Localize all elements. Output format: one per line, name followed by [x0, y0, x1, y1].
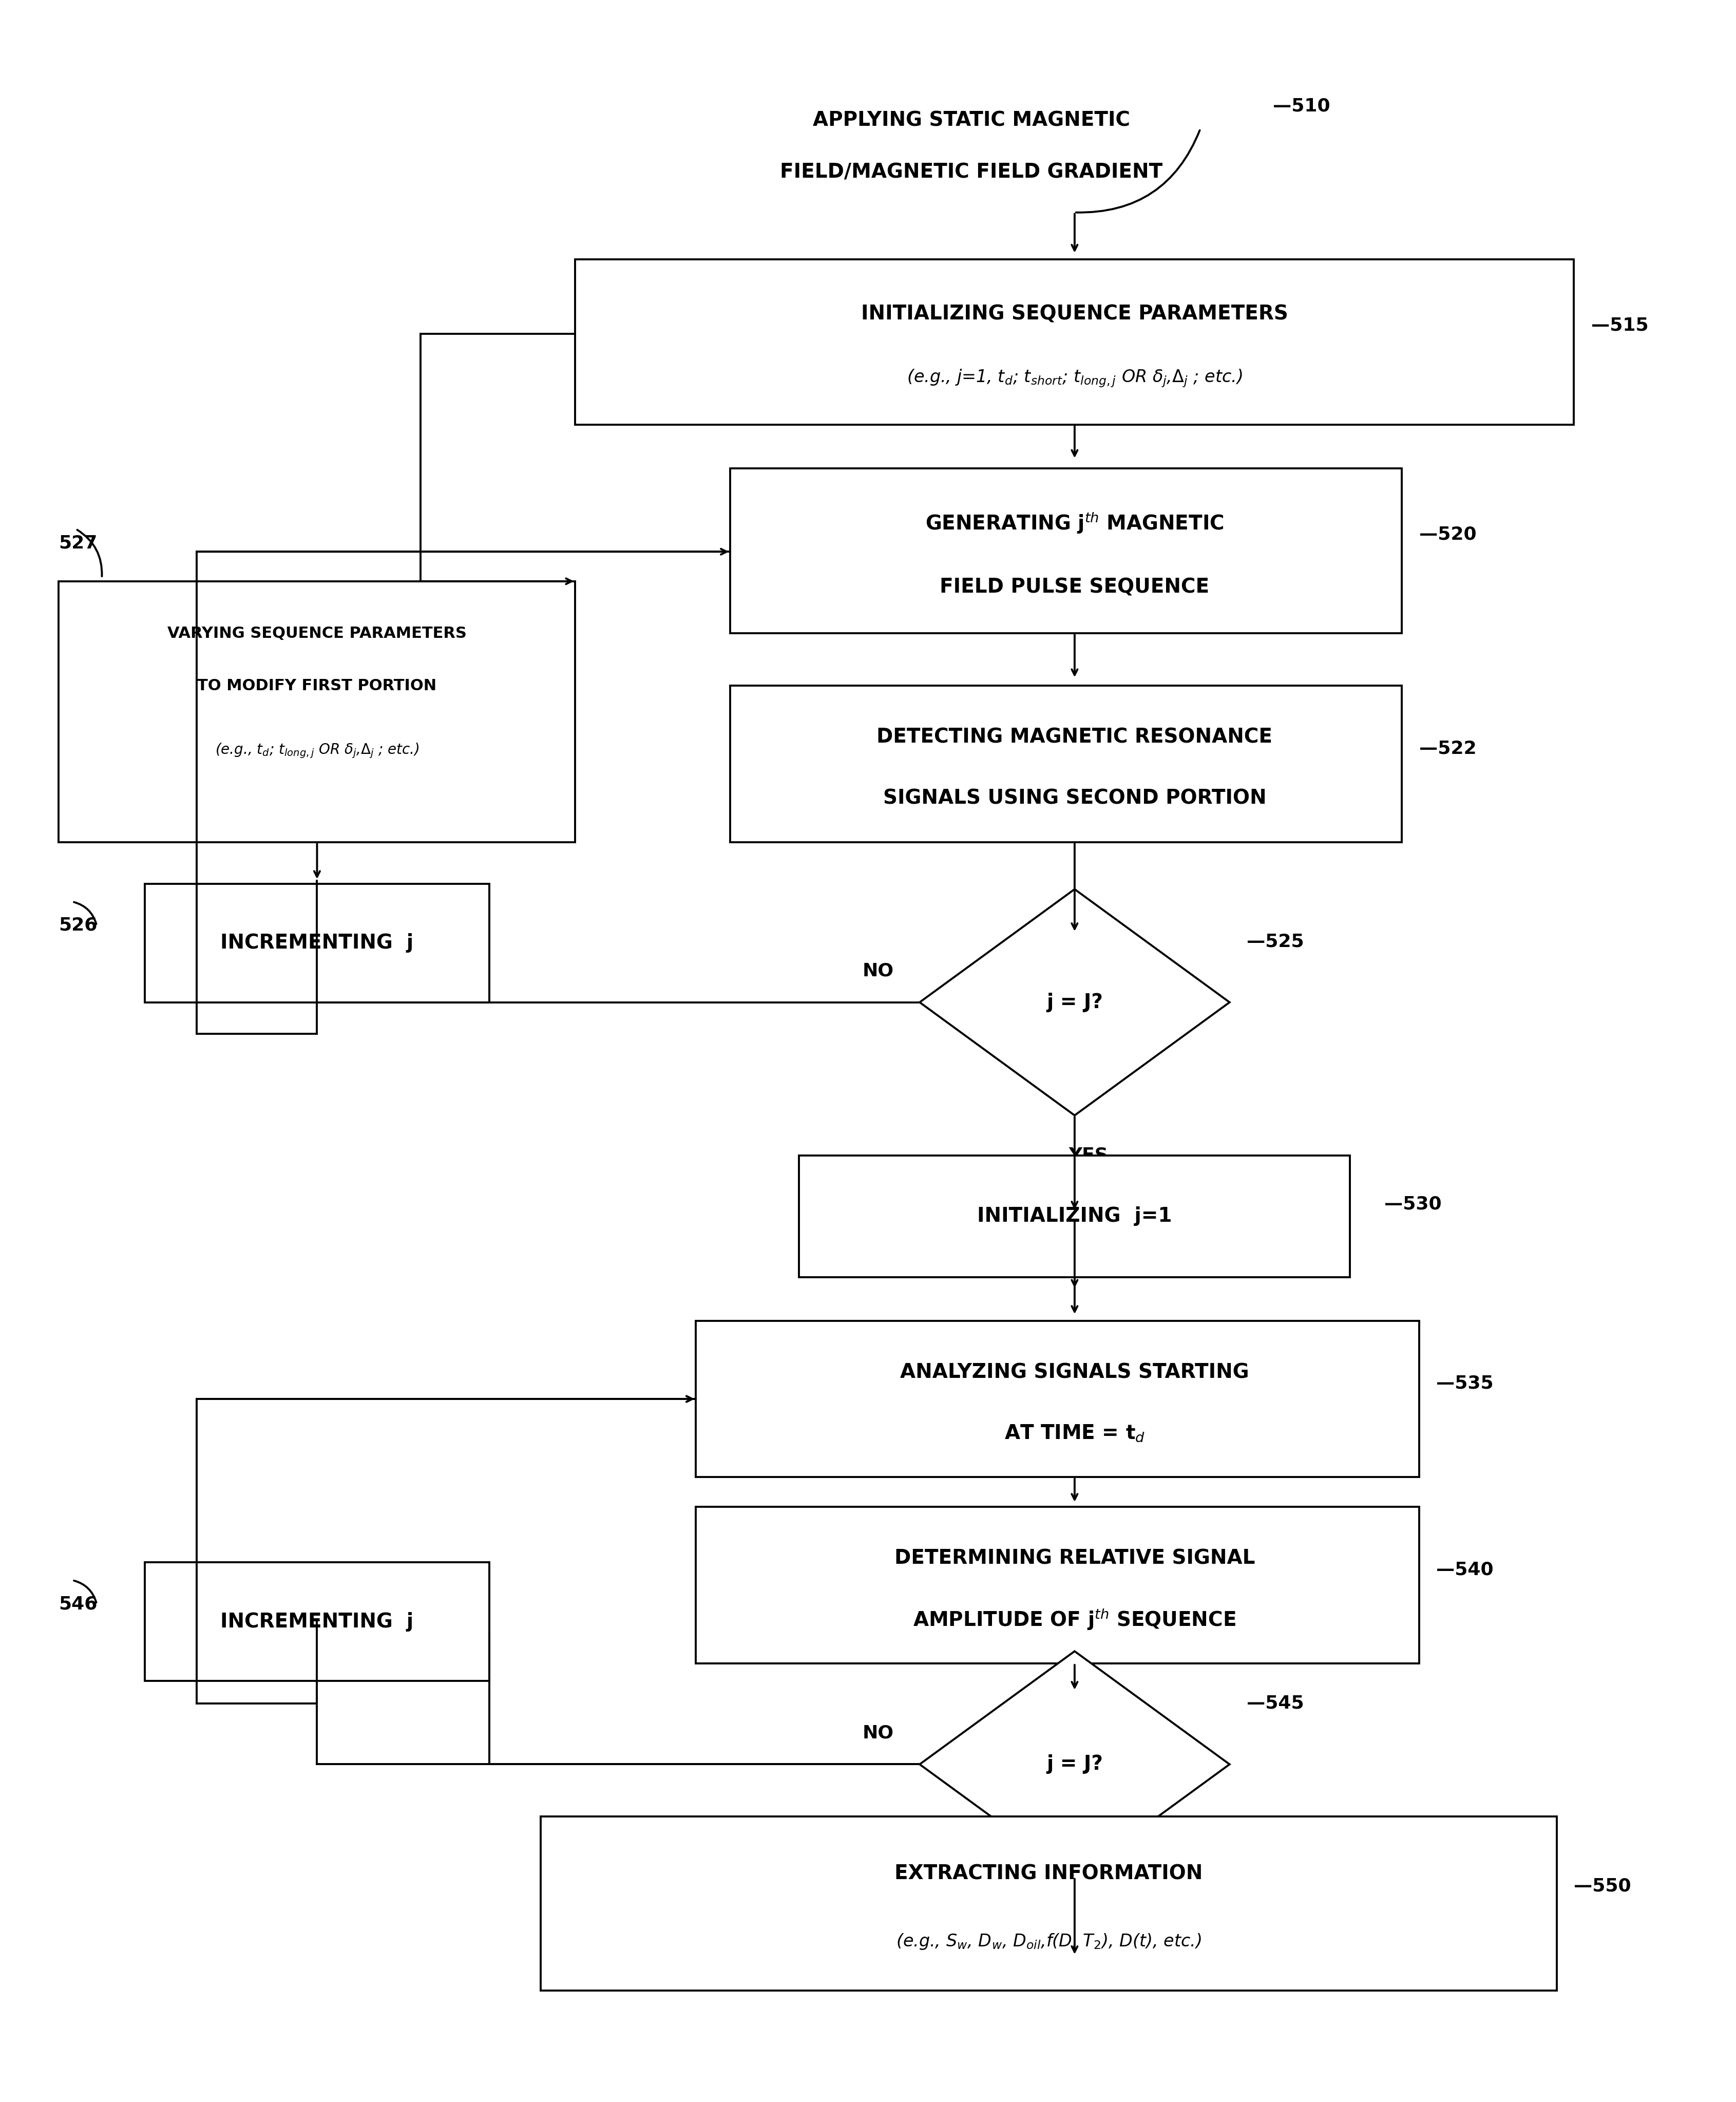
Bar: [799, 1156, 1351, 1278]
Text: (e.g., S$_w$, D$_w$, D$_{oil}$,f(D, T$_2$), D(t), etc.): (e.g., S$_w$, D$_w$, D$_{oil}$,f(D, T$_2…: [896, 1932, 1201, 1951]
Bar: [144, 1562, 490, 1682]
Text: FIELD/MAGNETIC FIELD GRADIENT: FIELD/MAGNETIC FIELD GRADIENT: [779, 162, 1163, 183]
Polygon shape: [920, 1652, 1229, 1877]
Text: DETECTING MAGNETIC RESONANCE: DETECTING MAGNETIC RESONANCE: [877, 727, 1272, 746]
Text: TO MODIFY FIRST PORTION: TO MODIFY FIRST PORTION: [198, 679, 437, 694]
Text: (e.g., t$_d$; t$_{long,j}$ OR $\delta_j$,$\Delta_j$ ; etc.): (e.g., t$_d$; t$_{long,j}$ OR $\delta_j$…: [215, 742, 418, 759]
Text: GENERATING j$^{th}$ MAGNETIC: GENERATING j$^{th}$ MAGNETIC: [925, 511, 1224, 536]
Bar: [696, 1320, 1418, 1478]
Text: INITIALIZING SEQUENCE PARAMETERS: INITIALIZING SEQUENCE PARAMETERS: [861, 305, 1288, 324]
Text: INCREMENTING  j: INCREMENTING j: [220, 1612, 413, 1631]
Text: YES: YES: [1069, 1909, 1108, 1925]
Text: —520: —520: [1418, 526, 1476, 542]
Bar: [575, 259, 1575, 425]
Bar: [144, 885, 490, 1003]
Text: —530: —530: [1385, 1196, 1443, 1213]
Text: NO: NO: [863, 1724, 894, 1743]
Text: FIELD PULSE SEQUENCE: FIELD PULSE SEQUENCE: [939, 578, 1210, 597]
Text: EXTRACTING INFORMATION: EXTRACTING INFORMATION: [894, 1864, 1203, 1883]
Bar: [731, 469, 1401, 633]
Text: —525: —525: [1246, 933, 1304, 950]
Text: —515: —515: [1592, 317, 1649, 334]
Bar: [731, 685, 1401, 843]
Text: SIGNALS USING SECOND PORTION: SIGNALS USING SECOND PORTION: [884, 788, 1266, 807]
Text: 526: 526: [59, 916, 97, 933]
Text: j = J?: j = J?: [1047, 992, 1102, 1011]
Text: ANALYZING SIGNALS STARTING: ANALYZING SIGNALS STARTING: [901, 1362, 1250, 1383]
Bar: [59, 582, 575, 843]
Text: AT TIME = t$_d$: AT TIME = t$_d$: [1003, 1423, 1146, 1444]
Text: j = J?: j = J?: [1047, 1755, 1102, 1774]
Text: VARYING SEQUENCE PARAMETERS: VARYING SEQUENCE PARAMETERS: [167, 626, 467, 641]
Text: INITIALIZING  j=1: INITIALIZING j=1: [977, 1207, 1172, 1225]
Text: APPLYING STATIC MAGNETIC: APPLYING STATIC MAGNETIC: [812, 111, 1130, 130]
Text: —540: —540: [1436, 1560, 1493, 1579]
Text: —550: —550: [1575, 1877, 1632, 1894]
Text: 546: 546: [59, 1595, 97, 1612]
Bar: [696, 1507, 1418, 1663]
Text: —545: —545: [1246, 1694, 1304, 1713]
Text: DETERMINING RELATIVE SIGNAL: DETERMINING RELATIVE SIGNAL: [894, 1549, 1255, 1568]
Text: —535: —535: [1436, 1375, 1493, 1392]
Text: —510: —510: [1272, 97, 1330, 116]
Text: AMPLITUDE OF j$^{th}$ SEQUENCE: AMPLITUDE OF j$^{th}$ SEQUENCE: [913, 1608, 1236, 1631]
Polygon shape: [920, 889, 1229, 1116]
Text: 527: 527: [59, 534, 97, 551]
Text: —522: —522: [1418, 740, 1476, 757]
Text: INCREMENTING  j: INCREMENTING j: [220, 933, 413, 952]
Text: (e.g., j=1, t$_d$; t$_{short}$; t$_{long,j}$ OR $\delta_j$,$\Delta_j$ ; etc.): (e.g., j=1, t$_d$; t$_{short}$; t$_{long…: [906, 368, 1243, 389]
Text: YES: YES: [1069, 1148, 1108, 1165]
Text: NO: NO: [863, 963, 894, 980]
Bar: [542, 1816, 1557, 1991]
